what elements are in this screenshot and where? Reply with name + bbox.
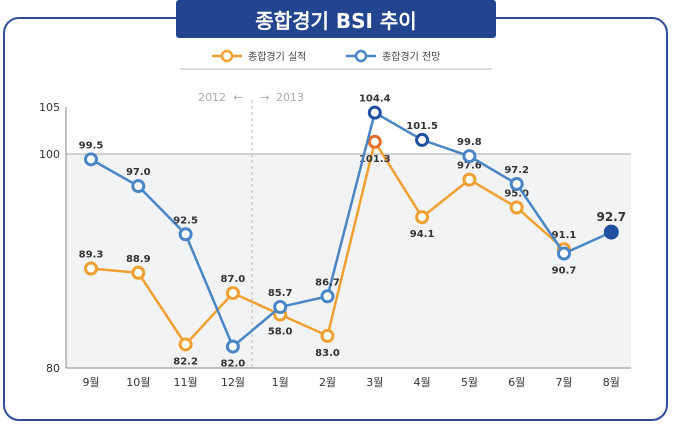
point-1-4 <box>273 300 288 315</box>
point-0-7 <box>415 210 430 225</box>
point-0-2 <box>178 337 193 352</box>
data-label-0-3: 87.0 <box>221 274 246 285</box>
point-0-1 <box>131 265 146 280</box>
data-label-0-8: 97.6 <box>457 161 482 172</box>
point-1-6 <box>367 105 382 120</box>
data-label-0-7: 94.1 <box>410 229 435 240</box>
y-tick-105: 105 <box>39 101 60 114</box>
point-0-5 <box>320 328 335 343</box>
point-1-1 <box>131 179 146 194</box>
data-label-0-1: 88.9 <box>126 254 151 265</box>
period-label-2013: 2013 <box>276 91 304 104</box>
data-label-1-0: 99.5 <box>79 140 104 151</box>
x-tick-11: 7월 <box>555 376 572 389</box>
point-0-6 <box>367 134 382 149</box>
data-label-1-2: 92.5 <box>173 215 198 226</box>
data-label-0-0: 89.3 <box>79 249 104 260</box>
period-label-2012: 2012 <box>198 91 226 104</box>
data-label-0-6: 101.3 <box>359 154 391 165</box>
legend-actual-marker <box>220 49 234 63</box>
data-label-1-8: 99.8 <box>457 137 482 148</box>
x-tick-12: 8월 <box>603 376 620 389</box>
x-tick-labels: 9월 10월 11월 12월 1월 2월 3월 4월 5월 6월 7월 8월 <box>82 376 619 389</box>
point-1-3 <box>225 339 240 354</box>
y-tick-80: 80 <box>46 362 60 375</box>
data-label-1-4: 85.7 <box>268 288 293 299</box>
data-label-1-3: 82.0 <box>221 359 246 370</box>
legend-forecast-marker <box>354 49 368 63</box>
chart-title: 종합경기 BSI 추이 <box>176 0 496 38</box>
y-tick-100: 100 <box>39 148 60 161</box>
data-label-0-5: 83.0 <box>315 348 340 359</box>
data-label-1-11: 92.7 <box>596 210 626 224</box>
x-tick-9: 5월 <box>461 376 478 389</box>
data-label-1-7: 101.5 <box>406 121 438 132</box>
point-1-7 <box>415 132 430 147</box>
series-forecast: 99.5 97.0 92.5 82.0 85.7 86.7 104.4 101.5 99.8 97… <box>79 94 626 370</box>
point-1-9 <box>509 176 524 191</box>
data-label-0-10: 91.1 <box>552 230 577 241</box>
point-1-5 <box>320 289 335 304</box>
x-tick-4: 12월 <box>221 376 245 389</box>
data-label-1-6: 104.4 <box>359 94 391 105</box>
series-actual: 89.3 88.9 82.2 87.0 58.0 83.0 101.3 94.1 97.6 95.… <box>79 134 577 367</box>
point-1-11 <box>603 224 619 240</box>
point-0-0 <box>84 261 98 276</box>
legend-actual-label: 종합경기 실적 <box>248 50 306 63</box>
point-1-10 <box>557 246 571 261</box>
x-tick-10: 6월 <box>508 376 525 389</box>
point-0-9 <box>509 200 524 215</box>
x-tick-1: 9월 <box>82 376 99 389</box>
data-label-0-2: 82.2 <box>173 356 198 367</box>
data-label-1-9: 97.2 <box>504 165 529 176</box>
x-tick-8: 4월 <box>414 376 431 389</box>
legend-forecast-label: 종합경기 전망 <box>382 50 440 63</box>
x-tick-6: 2월 <box>319 376 336 389</box>
data-label-1-5: 86.7 <box>315 277 340 288</box>
x-tick-3: 11월 <box>174 376 198 389</box>
below-100-band <box>66 154 631 368</box>
point-0-3 <box>225 286 240 301</box>
point-1-8 <box>462 149 477 164</box>
period-arrow-left: ← <box>233 91 242 104</box>
point-0-8 <box>462 172 477 187</box>
point-1-0 <box>84 152 98 167</box>
data-label-0-9: 95.0 <box>504 189 529 200</box>
series-line-1 <box>90 110 612 349</box>
period-arrow-right: → <box>260 91 269 104</box>
point-1-2 <box>178 227 193 242</box>
legend: 종합경기 실적 종합경기 전망 <box>180 49 492 70</box>
x-tick-2: 10월 <box>126 376 150 389</box>
x-tick-5: 1월 <box>272 376 289 389</box>
data-label-1-10: 90.7 <box>552 266 577 277</box>
data-label-0-4: 58.0 <box>268 327 293 338</box>
x-tick-7: 3월 <box>366 376 383 389</box>
data-label-1-1: 97.0 <box>126 167 151 178</box>
